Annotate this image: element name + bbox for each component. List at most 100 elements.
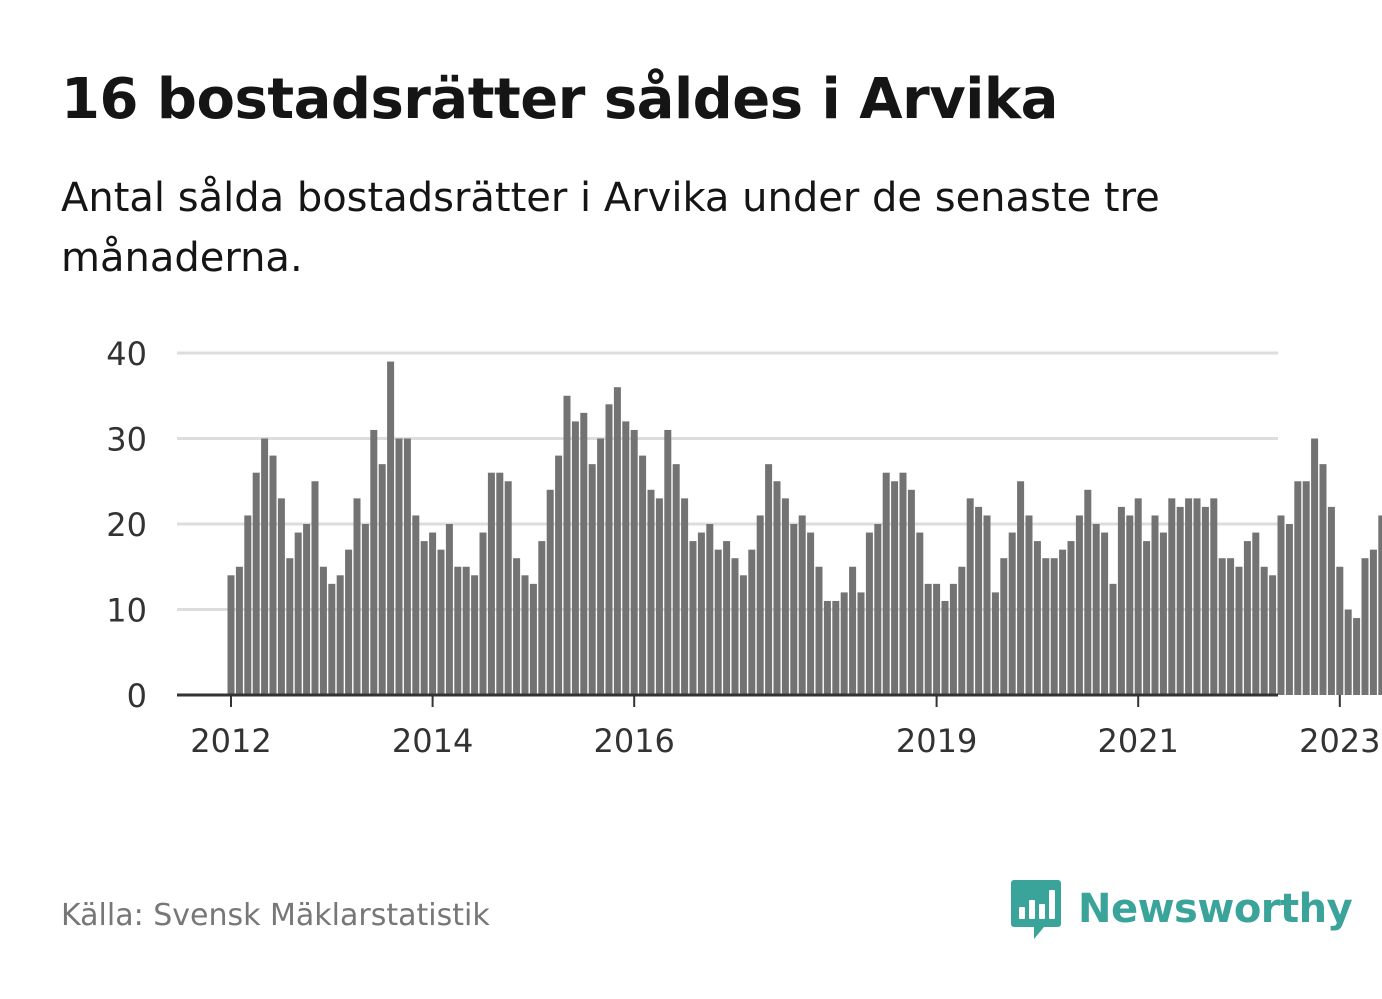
bar xyxy=(798,515,806,695)
bar xyxy=(555,455,563,695)
bar xyxy=(1025,515,1033,695)
bar xyxy=(1201,506,1209,695)
bar xyxy=(286,558,294,695)
bar xyxy=(975,506,983,695)
bar xyxy=(1075,515,1083,695)
bar xyxy=(899,472,907,695)
x-tick-label: 2023 xyxy=(1299,722,1380,760)
bar xyxy=(756,515,764,695)
bar xyxy=(991,592,999,695)
y-tick-label: 0 xyxy=(127,677,147,715)
bar xyxy=(605,404,613,695)
bar xyxy=(916,532,924,695)
bar xyxy=(655,498,663,695)
bar xyxy=(1218,558,1226,695)
y-tick-label: 40 xyxy=(106,335,147,373)
bar xyxy=(933,583,941,695)
bar xyxy=(1285,524,1293,695)
bar xyxy=(1327,506,1335,695)
bar xyxy=(395,438,403,695)
bar xyxy=(328,583,336,695)
bar xyxy=(1117,506,1125,695)
bar xyxy=(689,541,697,695)
y-tick-label: 10 xyxy=(106,592,147,630)
bar xyxy=(807,532,815,695)
y-tick-label: 20 xyxy=(106,506,147,544)
bar xyxy=(1059,549,1067,695)
bar xyxy=(966,498,974,695)
bar xyxy=(412,515,420,695)
bar xyxy=(471,575,479,695)
bar xyxy=(1269,575,1277,695)
bar xyxy=(630,429,638,695)
bar xyxy=(1260,566,1268,695)
bar xyxy=(1084,489,1092,695)
bar xyxy=(227,575,235,695)
bar xyxy=(1252,532,1260,695)
bar xyxy=(370,429,378,695)
bar xyxy=(1159,532,1167,695)
bar xyxy=(563,395,571,695)
bar xyxy=(1235,566,1243,695)
chart-title: 16 bostadsrätter såldes i Arvika xyxy=(61,67,1058,132)
bar xyxy=(672,464,680,695)
bar xyxy=(1353,618,1361,695)
bar xyxy=(294,532,302,695)
bar xyxy=(311,481,319,695)
bar xyxy=(319,566,327,695)
bar xyxy=(496,472,504,695)
bar xyxy=(748,549,756,695)
bar xyxy=(269,455,277,695)
bar xyxy=(832,600,840,695)
bar xyxy=(1109,583,1117,695)
bar xyxy=(1151,515,1159,695)
bar xyxy=(538,541,546,695)
bar xyxy=(277,498,285,695)
bar xyxy=(790,524,798,695)
bar xyxy=(1050,558,1058,695)
bar xyxy=(378,464,386,695)
bar xyxy=(1143,541,1151,695)
bar xyxy=(1008,532,1016,695)
bar xyxy=(1042,558,1050,695)
bar xyxy=(1319,464,1327,695)
x-tick-label: 2021 xyxy=(1097,722,1178,760)
bar xyxy=(1311,438,1319,695)
bar xyxy=(403,438,411,695)
bar xyxy=(504,481,512,695)
bar xyxy=(723,541,731,695)
bar xyxy=(941,600,949,695)
bar xyxy=(622,421,630,695)
source-note: Källa: Svensk Mäklarstatistik xyxy=(61,898,490,933)
chart-subtitle: Antal sålda bostadsrätter i Arvika under… xyxy=(61,175,1160,281)
bar xyxy=(1185,498,1193,695)
bar xyxy=(664,429,672,695)
bar xyxy=(731,558,739,695)
bar xyxy=(479,532,487,695)
bar xyxy=(454,566,462,695)
bar xyxy=(1134,498,1142,695)
bar xyxy=(1176,506,1184,695)
bar xyxy=(907,489,915,695)
bar xyxy=(924,583,932,695)
bar xyxy=(1126,515,1134,695)
bar xyxy=(580,412,588,695)
bar xyxy=(706,524,714,695)
bar xyxy=(513,558,521,695)
bar xyxy=(429,532,437,695)
bar xyxy=(781,498,789,695)
bar xyxy=(571,421,579,695)
bar xyxy=(983,515,991,695)
bar xyxy=(546,489,554,695)
x-tick-label: 2016 xyxy=(593,722,674,760)
bar xyxy=(487,472,495,695)
bar xyxy=(823,600,831,695)
bar xyxy=(437,549,445,695)
brand-name: Newsworthy xyxy=(1078,886,1353,932)
bar xyxy=(849,566,857,695)
bar xyxy=(244,515,252,695)
x-tick-label: 2019 xyxy=(896,722,977,760)
bar xyxy=(815,566,823,695)
bar xyxy=(840,592,848,695)
bar xyxy=(345,549,353,695)
